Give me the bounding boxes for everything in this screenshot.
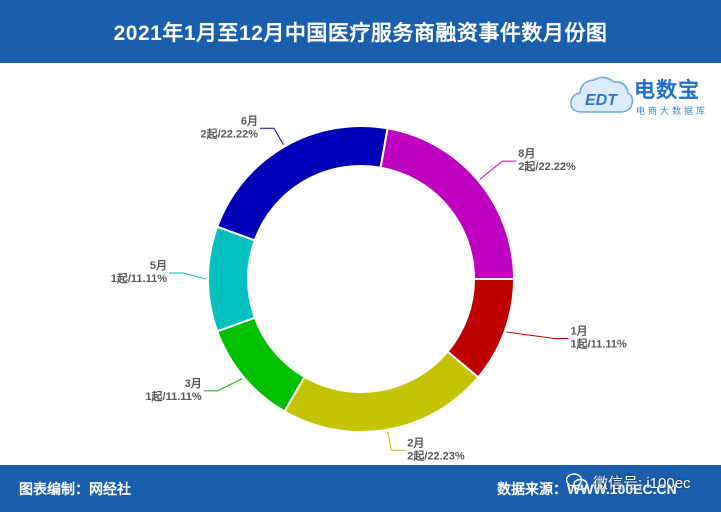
leader-line-6月 <box>260 127 284 146</box>
svg-text:EDT: EDT <box>585 92 618 109</box>
leader-line-8月 <box>479 160 517 180</box>
chart-credit: 图表编制：网经社 <box>19 481 131 497</box>
donut-slice-3月[interactable] <box>215 316 306 413</box>
donut-slice-5月[interactable] <box>207 225 257 333</box>
leader-line-3月 <box>203 378 243 392</box>
logo-name: 电数宝 <box>634 79 700 102</box>
slice-label-value: 1起/11.11% <box>571 337 627 351</box>
slice-label-month: 3月 <box>185 377 202 390</box>
slice-label-value: 1起/11.11% <box>111 271 167 285</box>
wechat-id: 微信号: i100ec <box>593 474 691 492</box>
slice-label-month: 5月 <box>150 259 167 272</box>
slice-label-value: 2起/22.22% <box>201 126 259 140</box>
wechat-icon <box>566 473 588 491</box>
wechat-watermark: 微信号: i100ec <box>566 470 691 494</box>
slice-label-value: 2起/22.23% <box>407 448 465 462</box>
slice-label-value: 2起/22.22% <box>518 159 576 173</box>
donut-slice-2月[interactable] <box>283 350 480 433</box>
chart-title: 2021年1月至12月中国医疗服务商融资事件数月份图 <box>113 21 608 45</box>
donut-slice-6月[interactable] <box>215 125 389 242</box>
leader-line-5月 <box>169 272 207 280</box>
slice-label-month: 2月 <box>407 436 424 449</box>
logo-subtitle: 电商大数据库 <box>636 106 709 116</box>
donut-chart-svg: 1月1起/11.11%2月2起/22.23%3月1起/11.11%5月1起/11… <box>111 114 627 462</box>
cloud-logo-icon: EDT <box>570 76 634 113</box>
donut-chart: 1月 1起/11.11% 2月 2起/22.23% 3月 1起/11.11% 5月 1起/11… <box>0 63 721 465</box>
slice-label-month: 8月 <box>518 147 535 160</box>
data-source: 数据来源：WWW.100EC.CN <box>497 481 677 497</box>
leader-line-1月 <box>506 331 569 340</box>
slice-label-month: 6月 <box>241 114 258 127</box>
donut-slice-8月[interactable] <box>379 127 516 280</box>
slice-label-value: 1起/11.11% <box>145 389 201 403</box>
footer-bar: 图表编制：网经社 数据来源：WWW.100EC.CN <box>0 465 721 512</box>
leader-line-2月 <box>387 431 406 451</box>
edt-logo: EDT 电数宝 电商大数据库 <box>568 68 716 126</box>
slice-label-month: 1月 <box>571 325 588 338</box>
chart-title-bar: 2021年1月至12月中国医疗服务商融资事件数月份图 <box>0 0 721 63</box>
